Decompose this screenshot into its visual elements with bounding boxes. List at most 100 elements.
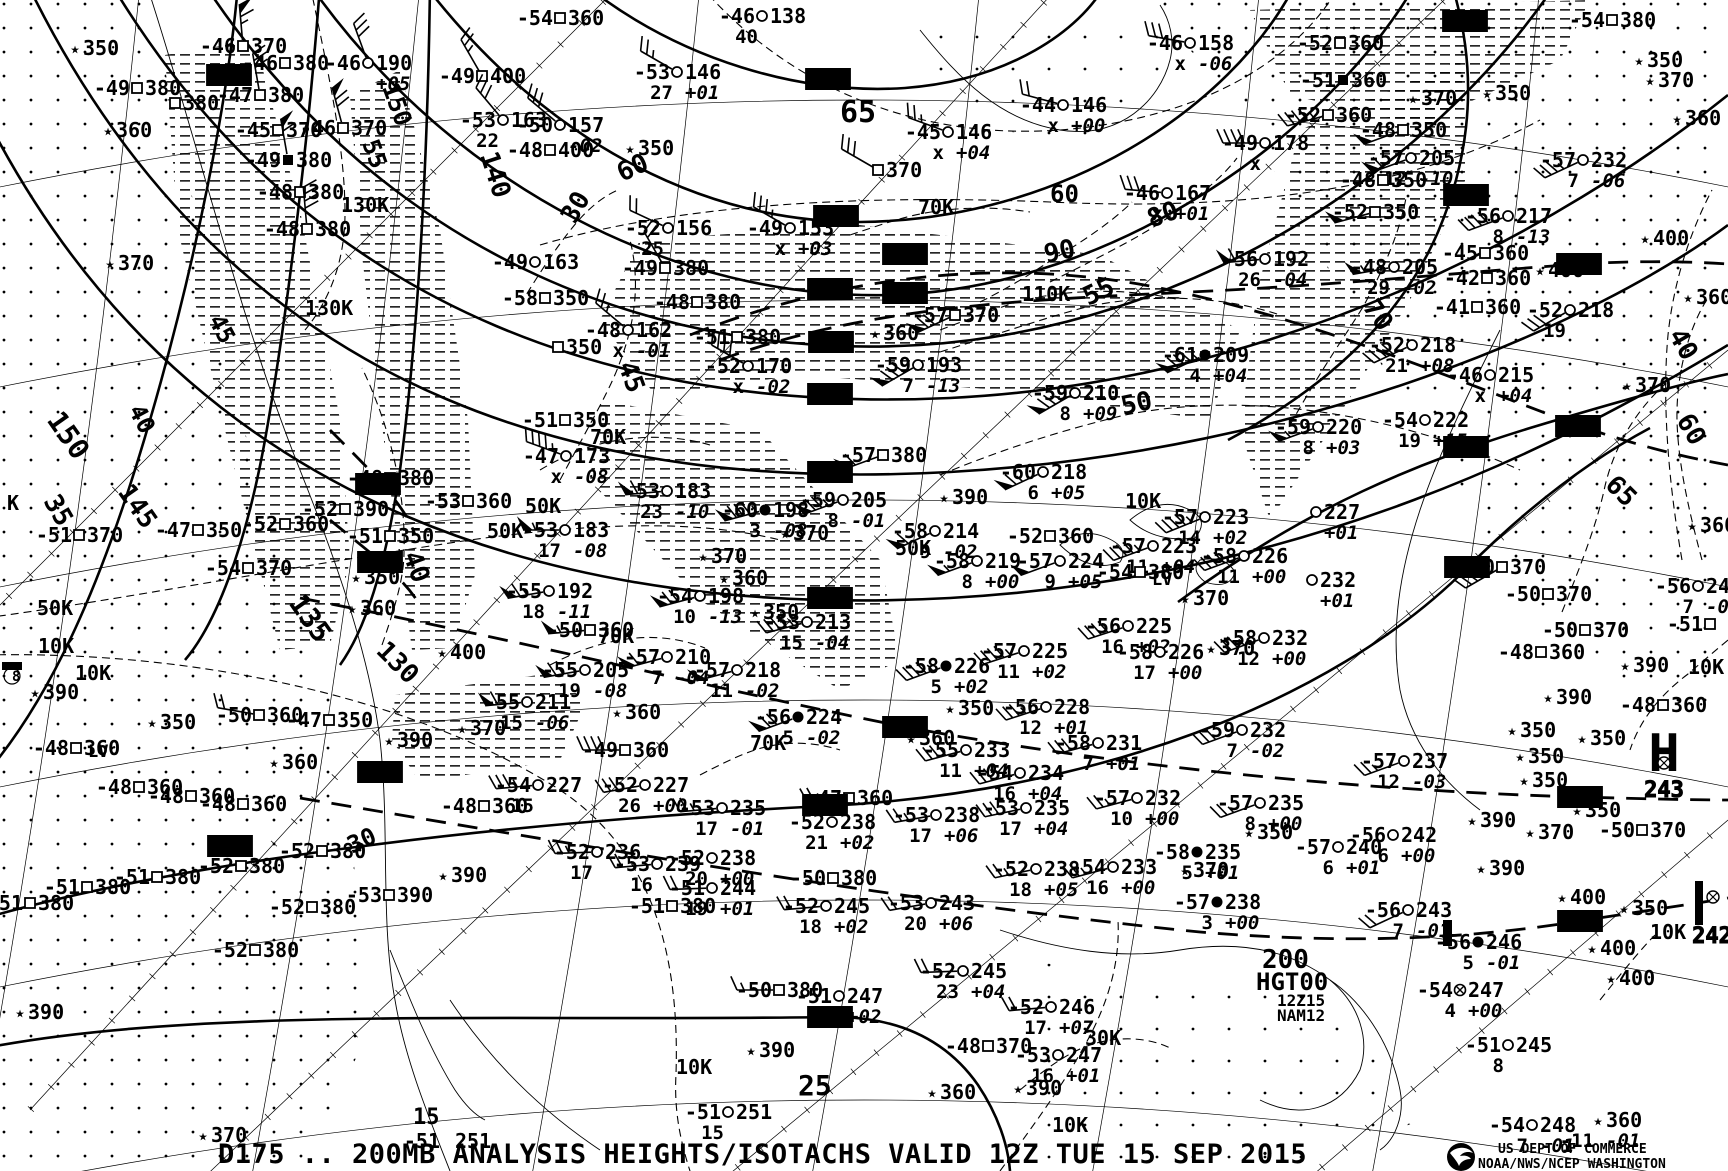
svg-text:235: 235 (1034, 796, 1070, 820)
station-plot: -52 360 (242, 512, 329, 536)
svg-text:+01: +01 (1066, 1065, 1100, 1087)
svg-text:231: 231 (1106, 731, 1142, 755)
svg-text:390: 390 (1480, 808, 1516, 832)
svg-text:380: 380 (145, 76, 181, 100)
station-plot: -47 350 (286, 708, 373, 732)
station-plot: ★ 370 (198, 1123, 247, 1147)
svg-text:400: 400 (490, 64, 526, 88)
svg-text:-49: -49 (582, 738, 618, 762)
svg-text:-49: -49 (94, 76, 130, 100)
station-plot: -57 223 14 +02 (1154, 505, 1249, 549)
svg-text:20: 20 (904, 913, 927, 935)
svg-text:+04: +04 (956, 142, 990, 164)
station-plot: -58 235 5 +01 (1154, 840, 1241, 884)
svg-text:+00: +00 (1468, 1000, 1502, 1022)
svg-text:-02: -02 (943, 541, 977, 563)
svg-text:8: 8 (1245, 813, 1256, 835)
noaa-logo (1447, 1143, 1475, 1171)
svg-text:232: 232 (1320, 568, 1356, 592)
svg-text:232: 232 (1591, 148, 1627, 172)
svg-text:360: 360 (476, 489, 512, 513)
svg-text:+00: +00 (1268, 813, 1302, 835)
station-plot: 350 (552, 335, 602, 359)
svg-text:x: x (1250, 153, 1261, 175)
svg-text:240: 240 (1346, 835, 1382, 859)
svg-text:-52: -52 (269, 895, 305, 919)
svg-text:6: 6 (1028, 482, 1039, 504)
station-plot: -59 210 8 +09 (1026, 381, 1119, 425)
station-plot: -58 350 (502, 286, 589, 310)
svg-text:-08: -08 (593, 680, 627, 702)
svg-text:-48: -48 (257, 180, 293, 204)
svg-text:183: 183 (675, 479, 711, 503)
svg-text:-44: -44 (1020, 93, 1056, 117)
svg-text:370: 370 (286, 118, 322, 142)
svg-text:15: 15 (701, 1122, 724, 1144)
svg-text:-60: -60 (1000, 460, 1036, 484)
svg-text:245: 245 (834, 894, 870, 918)
station-plot: -48 360 (96, 775, 183, 799)
svg-text:350: 350 (337, 708, 373, 732)
svg-text:9: 9 (1045, 571, 1056, 593)
svg-text:7: 7 (1683, 596, 1694, 618)
station-plot: -56 246 5 -01 (1435, 930, 1522, 974)
map-label: 50K (37, 596, 73, 620)
station-plot: -49 380 (94, 76, 181, 100)
svg-text:350: 350 (573, 408, 609, 432)
svg-text:x: x (1152, 203, 1163, 225)
svg-text:380: 380 (320, 895, 356, 919)
contour-label-box: 212 (1443, 183, 1489, 207)
station-plot: -54 360 (517, 6, 604, 30)
svg-text:350: 350 (1647, 48, 1683, 72)
station-plot: ★ 350 (70, 36, 119, 60)
svg-text:380: 380 (38, 891, 74, 915)
svg-text:-45: -45 (905, 120, 941, 144)
station-plot: -58 232 12 +00 (1213, 626, 1308, 670)
station-plot: -51 245 8 (1465, 1033, 1552, 1077)
svg-text:+04: +04 (1034, 818, 1068, 840)
station-plot: -45 146 x +04 (905, 102, 992, 164)
svg-text:+02: +02 (1213, 527, 1247, 549)
svg-text:+02: +02 (1032, 661, 1066, 683)
svg-text:350: 350 (553, 286, 589, 310)
station-plot: -45 360 (1442, 241, 1529, 265)
svg-text:+00: +00 (1168, 662, 1202, 684)
station-plot: -56 243 7 -01 (1358, 898, 1452, 942)
svg-text:232: 232 (1145, 786, 1181, 810)
svg-text:370: 370 (1658, 68, 1694, 92)
station-plot: -53 239 16 (607, 852, 701, 896)
svg-text:400: 400 (1570, 885, 1606, 909)
svg-text:-53: -53 (624, 479, 660, 503)
station-plot: -48 380 (257, 180, 344, 204)
station-plot: ★ 370 (1180, 586, 1229, 610)
contour-label-box: 200 (807, 460, 853, 484)
svg-text:21: 21 (805, 832, 828, 854)
station-plot: 227+01 (1310, 500, 1360, 544)
station-plot: ★400 (1587, 936, 1636, 960)
svg-text:188: 188 (812, 382, 848, 406)
svg-text:214: 214 (943, 519, 979, 543)
svg-text:+00: +00 (1121, 877, 1155, 899)
svg-text:+00: +00 (1145, 808, 1179, 830)
svg-text:218: 218 (1051, 460, 1087, 484)
map-label: 50 (1118, 386, 1155, 422)
svg-text:19: 19 (1543, 320, 1566, 342)
svg-text:★: ★ (1587, 940, 1596, 958)
svg-text:★: ★ (30, 684, 39, 702)
svg-text:170: 170 (756, 354, 792, 378)
station-plot: -52 350 (1324, 200, 1419, 224)
svg-text:370: 370 (87, 523, 123, 547)
svg-text:390: 390 (397, 728, 433, 752)
contour-label-box: -55 (357, 550, 403, 574)
svg-text:233: 233 (974, 738, 1010, 762)
svg-text:236: 236 (212, 834, 248, 858)
contour-label-box: -55 (882, 715, 928, 739)
station-plot: -56 241 7 -01 (1655, 574, 1728, 618)
svg-text:+01: +01 (1205, 862, 1239, 884)
svg-text:★: ★ (1645, 72, 1654, 90)
svg-text:11: 11 (997, 661, 1020, 683)
svg-text:360: 360 (199, 784, 235, 808)
svg-text:★: ★ (1244, 824, 1253, 842)
